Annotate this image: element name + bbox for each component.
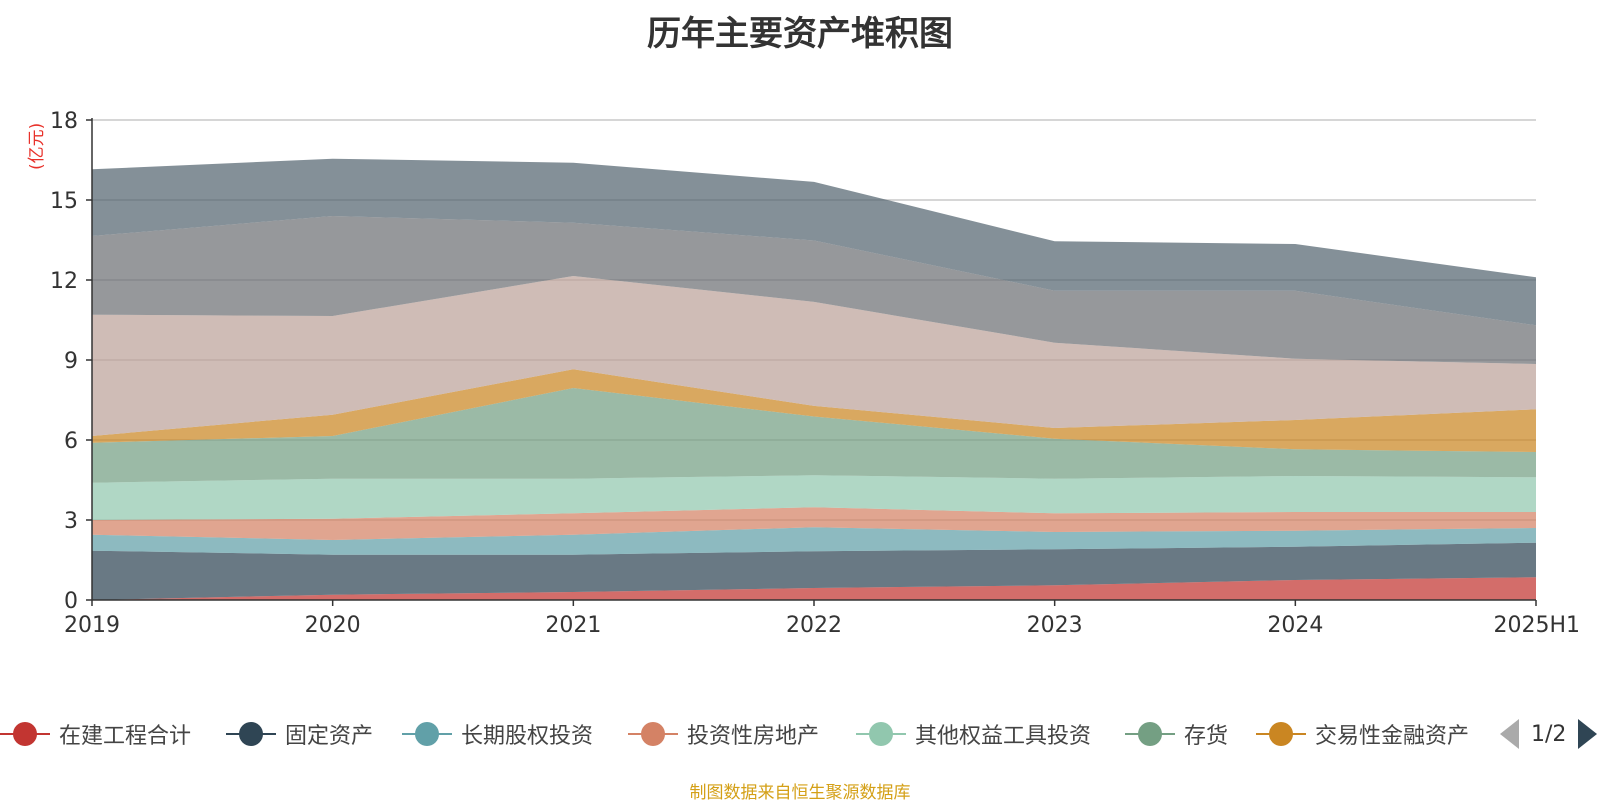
legend-label: 投资性房地产 — [687, 724, 820, 749]
x-tick-label: 2023 — [1027, 613, 1083, 638]
legend-label: 存货 — [1184, 724, 1229, 749]
x-tick-label: 2021 — [545, 613, 601, 638]
legend-label: 长期股权投资 — [461, 724, 594, 749]
area-series-10 — [92, 158, 1536, 326]
legend-next-page-icon[interactable] — [1578, 719, 1598, 749]
legend-item[interactable]: 固定资产 — [226, 716, 373, 752]
x-tick-label: 2019 — [64, 613, 120, 638]
y-tick-label: 15 — [50, 189, 78, 214]
y-tick-label: 18 — [50, 109, 78, 134]
legend-marker-icon — [628, 716, 678, 752]
y-tick-label: 0 — [64, 589, 78, 614]
legend-prev-page-icon[interactable] — [1500, 719, 1519, 749]
legend-pager: 1/2 — [1500, 716, 1598, 752]
legend-item[interactable]: 投资性房地产 — [628, 716, 819, 752]
x-tick-label: 2020 — [305, 613, 361, 638]
y-tick-label: 6 — [64, 429, 78, 454]
area-series-3 — [92, 527, 1536, 555]
legend-marker-icon — [0, 716, 50, 752]
legend-item[interactable]: 交易性金融资产 — [1256, 716, 1469, 752]
area-series-7 — [92, 369, 1536, 452]
legend-marker-icon — [1125, 716, 1175, 752]
area-series-5 — [92, 475, 1536, 520]
legend-marker-icon — [1256, 716, 1306, 752]
legend-item[interactable]: 在建工程合计 — [0, 716, 191, 752]
legend-page-indicator: 1/2 — [1531, 721, 1567, 747]
legend-item[interactable]: 存货 — [1125, 716, 1228, 752]
legend-marker-icon — [402, 716, 452, 752]
x-tick-label: 2025H1 — [1493, 613, 1580, 638]
area-series-2 — [92, 542, 1536, 600]
legend-label: 交易性金融资产 — [1315, 724, 1470, 749]
legend-label: 其他权益工具投资 — [915, 724, 1092, 749]
chart-title: 历年主要资产堆积图 — [647, 14, 953, 54]
x-tick-label: 2024 — [1267, 613, 1323, 638]
legend-marker-icon — [856, 716, 906, 752]
chart-legend: 在建工程合计 固定资产 长期股权投资 投资性房地产 其他权益工具投资 存货 交易性金融资产 — [0, 716, 1600, 752]
area-series-4 — [92, 507, 1536, 540]
y-tick-label: 9 — [64, 349, 78, 374]
legend-marker-icon — [226, 716, 276, 752]
legend-label: 固定资产 — [285, 724, 374, 749]
y-tick-label: 12 — [50, 269, 78, 294]
area-series-1 — [92, 577, 1536, 600]
area-series-9 — [92, 216, 1536, 364]
area-series-8 — [92, 276, 1536, 436]
legend-label: 在建工程合计 — [59, 724, 192, 749]
area-series-6 — [92, 388, 1536, 483]
data-source-note: 制图数据来自恒生聚源数据库 — [689, 783, 911, 803]
x-tick-label: 2022 — [786, 613, 842, 638]
legend-item[interactable]: 长期股权投资 — [402, 716, 593, 752]
y-tick-label: 3 — [64, 509, 78, 534]
legend-item[interactable]: 其他权益工具投资 — [856, 716, 1091, 752]
